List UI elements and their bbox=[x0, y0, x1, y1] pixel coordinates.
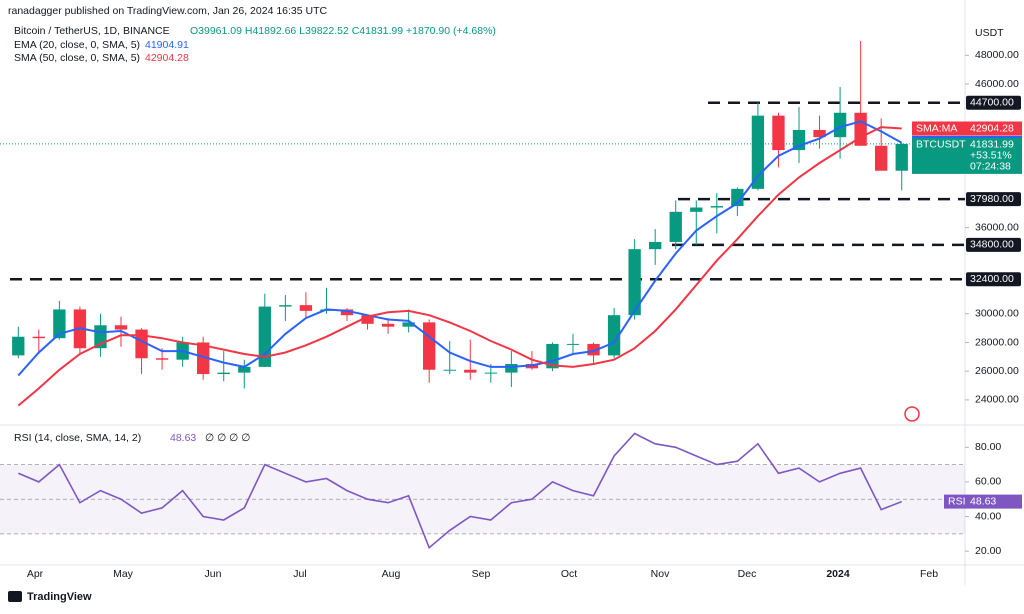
level-tag bbox=[966, 237, 1021, 252]
candle-body bbox=[443, 369, 456, 371]
level-tag bbox=[966, 192, 1021, 207]
candle-body bbox=[402, 322, 415, 327]
price-tag-value: 41831.99 bbox=[970, 139, 1014, 151]
candle-body bbox=[607, 315, 621, 356]
ohlc: O39961.09 H41892.66 L39822.52 C41831.99 … bbox=[190, 25, 496, 37]
overlay-line bbox=[17, 120, 903, 377]
x-tick-label: May bbox=[113, 568, 134, 580]
price-tag bbox=[912, 121, 1022, 136]
y-tick-label: 48000.00 bbox=[975, 49, 1019, 61]
price-tag bbox=[912, 137, 1022, 174]
candle-body bbox=[423, 322, 436, 370]
candle-body bbox=[12, 336, 25, 356]
rsi-line bbox=[17, 432, 902, 550]
x-tick-label: Sep bbox=[472, 568, 491, 580]
candle-body bbox=[505, 364, 518, 373]
logo bbox=[8, 591, 22, 602]
candle-body bbox=[690, 207, 703, 212]
ema-legend-value: 41904.91 bbox=[145, 39, 189, 51]
candle-body bbox=[854, 112, 867, 146]
brand: TradingView bbox=[27, 591, 92, 603]
x-tick-label: Apr bbox=[27, 568, 44, 580]
y-tick-label: 28000.00 bbox=[975, 336, 1019, 348]
level-tag-label: 44700.00 bbox=[970, 96, 1014, 108]
rsi-legend: RSI (14, close, SMA, 14, 2) bbox=[14, 432, 141, 444]
candle-body bbox=[299, 305, 313, 311]
candle-body bbox=[197, 342, 210, 375]
unit: USDT bbox=[975, 27, 1004, 39]
x-tick-label: Nov bbox=[651, 568, 670, 580]
y-tick-label: 24000.00 bbox=[975, 394, 1019, 406]
rsi-legend-value: 48.63 bbox=[170, 432, 196, 444]
candle-body bbox=[361, 315, 374, 324]
candle-body bbox=[731, 188, 744, 207]
candle-body bbox=[32, 336, 45, 339]
candle-body bbox=[381, 323, 395, 327]
candle-body bbox=[53, 309, 66, 339]
level-tag bbox=[966, 95, 1021, 110]
event-icon[interactable] bbox=[904, 406, 920, 422]
rsi-tag-value: 48.63 bbox=[970, 495, 996, 507]
price-tag-name: BTCUSDT bbox=[916, 139, 966, 151]
y-tick-label: 30000.00 bbox=[975, 308, 1019, 320]
candle-body bbox=[628, 249, 641, 316]
level-tag-label: 34800.00 bbox=[970, 239, 1014, 251]
candle-body bbox=[813, 129, 826, 138]
candle-body bbox=[710, 206, 723, 208]
candle-body bbox=[340, 309, 354, 316]
level-tag bbox=[966, 272, 1021, 287]
level-tag-label: 32400.00 bbox=[970, 273, 1014, 285]
sma-legend-value: 42904.28 bbox=[145, 52, 189, 64]
candle-body bbox=[566, 343, 580, 345]
y-tick-label: 46000.00 bbox=[975, 78, 1019, 90]
rsi-tick-label: 20.00 bbox=[975, 545, 1001, 557]
candle-body bbox=[217, 372, 230, 375]
sma-legend: SMA (50, close, 0, SMA, 5) bbox=[14, 52, 140, 64]
rsi-tag-name: RSI bbox=[948, 495, 966, 507]
rsi-tick-label: 60.00 bbox=[975, 476, 1001, 488]
candle-body bbox=[833, 112, 847, 138]
rsi-nulls: ∅ ∅ ∅ ∅ bbox=[205, 432, 250, 444]
rsi-tick-label: 80.00 bbox=[975, 441, 1001, 453]
candle-body bbox=[238, 366, 251, 373]
price-change: +53.51% bbox=[970, 150, 1012, 162]
candle-body bbox=[751, 115, 765, 189]
candle-body bbox=[669, 211, 682, 242]
rsi-tag bbox=[944, 494, 1022, 509]
y-tick-label: 26000.00 bbox=[975, 365, 1019, 377]
candle-body bbox=[772, 115, 785, 151]
x-tick-label: Oct bbox=[561, 568, 577, 580]
level-tag-label: 37980.00 bbox=[970, 193, 1014, 205]
x-tick-label: 2024 bbox=[826, 568, 850, 580]
ema-legend: EMA (20, close, 0, SMA, 5) bbox=[14, 39, 140, 51]
y-tick-label: 36000.00 bbox=[975, 221, 1019, 233]
x-tick-label: Aug bbox=[382, 568, 401, 580]
candle-body bbox=[587, 343, 600, 356]
candle-body bbox=[649, 241, 662, 250]
x-tick-label: Dec bbox=[738, 568, 757, 580]
candle-body bbox=[895, 143, 908, 171]
candle-body bbox=[875, 145, 888, 171]
symbol: Bitcoin / TetherUS, 1D, BINANCE bbox=[14, 25, 170, 37]
rsi-tick-label: 40.00 bbox=[975, 510, 1001, 522]
candle-body bbox=[464, 369, 477, 373]
price-tag-value: 42904.28 bbox=[970, 122, 1014, 134]
candle-body bbox=[114, 325, 128, 330]
candle-body bbox=[279, 305, 292, 307]
countdown: 07:24:38 bbox=[970, 161, 1011, 173]
rsi-band bbox=[0, 464, 965, 534]
candle-body bbox=[155, 358, 169, 360]
overlay-line bbox=[17, 126, 902, 407]
x-tick-label: Jun bbox=[205, 568, 222, 580]
x-tick-label: Jul bbox=[293, 568, 306, 580]
candle-body bbox=[484, 372, 497, 374]
x-tick-label: Feb bbox=[920, 568, 938, 580]
publisher: ranadagger published on TradingView.com,… bbox=[8, 5, 328, 17]
price-tag-name: SMA:MA bbox=[916, 122, 957, 134]
